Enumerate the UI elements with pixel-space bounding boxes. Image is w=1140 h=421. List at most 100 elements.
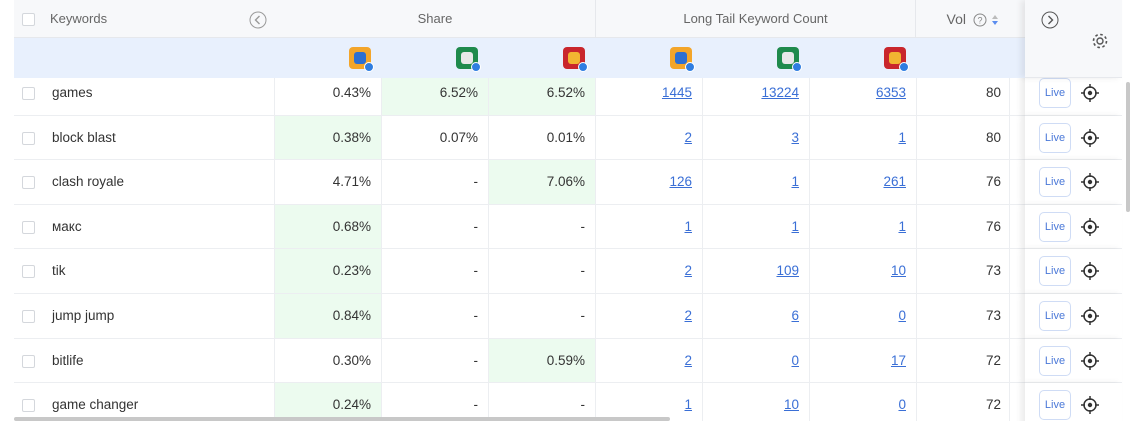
long-tail-cell: 6353 bbox=[810, 78, 917, 116]
long-tail-cell: 1 bbox=[596, 204, 703, 250]
vol-cell: 76 bbox=[916, 160, 1010, 205]
vol-cell: 72 bbox=[916, 383, 1010, 421]
row-checkbox[interactable] bbox=[22, 176, 35, 190]
long-tail-cell: 1 bbox=[596, 383, 703, 421]
share-cell: 6.52% bbox=[489, 78, 596, 116]
long-tail-link[interactable]: 1 bbox=[684, 218, 692, 234]
app-icon bbox=[670, 47, 695, 72]
live-button[interactable]: Live bbox=[1039, 390, 1071, 421]
long-tail-link[interactable]: 2 bbox=[684, 308, 692, 323]
row-checkbox[interactable] bbox=[22, 131, 35, 145]
long-tail-link[interactable]: 109 bbox=[776, 263, 799, 279]
settings-gear[interactable] bbox=[1091, 32, 1109, 50]
long-tail-link[interactable]: 6353 bbox=[875, 85, 906, 100]
long-tail-link[interactable]: 126 bbox=[669, 174, 692, 190]
row-checkbox[interactable] bbox=[22, 399, 35, 413]
long-tail-link[interactable]: 3 bbox=[791, 129, 799, 145]
app-icon bbox=[563, 47, 588, 72]
row-border bbox=[14, 78, 42, 116]
svg-text:?: ? bbox=[977, 16, 982, 26]
vol-cell: 76 bbox=[916, 204, 1010, 250]
share-cell: - bbox=[382, 294, 489, 339]
keywords-header: Keywords bbox=[50, 11, 108, 26]
long-tail-link[interactable]: 6 bbox=[791, 308, 799, 323]
scroll-right-button[interactable] bbox=[1041, 11, 1059, 29]
long-tail-link[interactable]: 10 bbox=[783, 397, 799, 413]
vol-help-sort[interactable]: ? bbox=[973, 12, 1003, 28]
live-button[interactable]: Live bbox=[1039, 78, 1071, 108]
share-cell: 0.24% bbox=[275, 383, 382, 421]
long-tail-cell: 0 bbox=[810, 383, 917, 421]
track-target[interactable] bbox=[1081, 262, 1099, 281]
long-tail-link[interactable]: 2 bbox=[684, 129, 692, 145]
row-checkbox[interactable] bbox=[22, 220, 35, 234]
share-cell: 0.68% bbox=[275, 204, 382, 250]
live-button[interactable]: Live bbox=[1039, 167, 1071, 198]
live-button[interactable]: Live bbox=[1039, 301, 1071, 331]
row-checkbox[interactable] bbox=[22, 354, 35, 368]
share-cell: - bbox=[489, 294, 596, 339]
share-cell: 0.01% bbox=[489, 115, 596, 161]
vol-cell: 80 bbox=[916, 78, 1010, 116]
header-row bbox=[14, 0, 1122, 38]
long-tail-link[interactable]: 17 bbox=[890, 352, 906, 368]
live-button[interactable]: Live bbox=[1039, 345, 1071, 376]
long-tail-cell: 17 bbox=[810, 338, 917, 384]
long-tail-link[interactable]: 13224 bbox=[761, 85, 799, 100]
live-button[interactable]: Live bbox=[1039, 211, 1071, 242]
row-checkbox[interactable] bbox=[22, 87, 35, 100]
long-tail-cell: 126 bbox=[596, 160, 703, 205]
long-tail-link[interactable]: 1 bbox=[791, 174, 799, 190]
vertical-scrollbar[interactable] bbox=[1126, 82, 1130, 212]
share-cell: 0.23% bbox=[275, 249, 382, 294]
long-tail-link[interactable]: 0 bbox=[898, 397, 906, 413]
app-icon bbox=[884, 47, 909, 72]
share-cell: 0.43% bbox=[275, 78, 382, 116]
long-tail-cell: 1 bbox=[703, 204, 810, 250]
keyword-cell: block blast bbox=[42, 115, 275, 161]
vol-cell: 73 bbox=[916, 249, 1010, 294]
share-cell: 6.52% bbox=[382, 78, 489, 116]
share-cell: 0.59% bbox=[489, 338, 596, 384]
keyword-cell: макс bbox=[42, 204, 275, 250]
track-target[interactable] bbox=[1081, 396, 1099, 415]
vol-cell: 80 bbox=[916, 115, 1010, 161]
long-tail-link[interactable]: 1 bbox=[898, 218, 906, 234]
track-target[interactable] bbox=[1081, 84, 1099, 102]
share-cell: 0.38% bbox=[275, 115, 382, 161]
share-cell: 4.71% bbox=[275, 160, 382, 205]
row-checkbox[interactable] bbox=[22, 310, 35, 323]
long-tail-link[interactable]: 2 bbox=[684, 263, 692, 279]
vol-header[interactable]: Vol bbox=[946, 11, 966, 27]
long-tail-header: Long Tail Keyword Count bbox=[596, 0, 916, 38]
long-tail-link[interactable]: 2 bbox=[684, 352, 692, 368]
long-tail-link[interactable]: 0 bbox=[898, 308, 906, 323]
long-tail-cell: 10 bbox=[703, 383, 810, 421]
long-tail-link[interactable]: 1 bbox=[791, 218, 799, 234]
horizontal-scrollbar[interactable] bbox=[14, 417, 670, 421]
row-checkbox[interactable] bbox=[22, 265, 35, 279]
live-button[interactable]: Live bbox=[1039, 122, 1071, 153]
live-button[interactable]: Live bbox=[1039, 256, 1071, 287]
select-all-checkbox[interactable] bbox=[22, 13, 35, 26]
share-cell: - bbox=[489, 383, 596, 421]
long-tail-link[interactable]: 261 bbox=[883, 174, 906, 190]
track-target[interactable] bbox=[1081, 128, 1099, 147]
long-tail-link[interactable]: 1 bbox=[684, 397, 692, 413]
long-tail-link[interactable]: 1 bbox=[898, 129, 906, 145]
track-target[interactable] bbox=[1081, 351, 1099, 370]
keyword-cell: clash royale bbox=[42, 160, 275, 205]
scroll-left-button[interactable] bbox=[249, 11, 267, 29]
row-border bbox=[14, 205, 42, 250]
icon-header-row bbox=[14, 38, 1025, 78]
vol-cell: 73 bbox=[916, 294, 1010, 339]
track-target[interactable] bbox=[1081, 173, 1099, 192]
long-tail-link[interactable]: 1445 bbox=[661, 85, 692, 100]
long-tail-link[interactable]: 10 bbox=[890, 263, 906, 279]
app-icon bbox=[777, 47, 802, 72]
track-target[interactable] bbox=[1081, 217, 1099, 236]
long-tail-cell: 6 bbox=[703, 294, 810, 339]
long-tail-link[interactable]: 0 bbox=[791, 352, 799, 368]
track-target[interactable] bbox=[1081, 307, 1099, 325]
share-cell: - bbox=[382, 338, 489, 384]
